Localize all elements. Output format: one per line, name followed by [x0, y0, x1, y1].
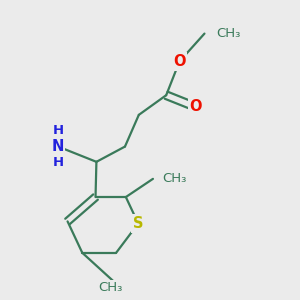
Text: CH₃: CH₃: [216, 27, 241, 40]
Text: N: N: [52, 139, 64, 154]
Text: S: S: [133, 216, 143, 231]
Text: CH₃: CH₃: [162, 172, 186, 185]
Text: H: H: [52, 124, 64, 137]
Text: O: O: [189, 100, 202, 115]
Text: H: H: [52, 156, 64, 169]
Text: CH₃: CH₃: [98, 281, 122, 294]
Text: O: O: [173, 54, 186, 69]
